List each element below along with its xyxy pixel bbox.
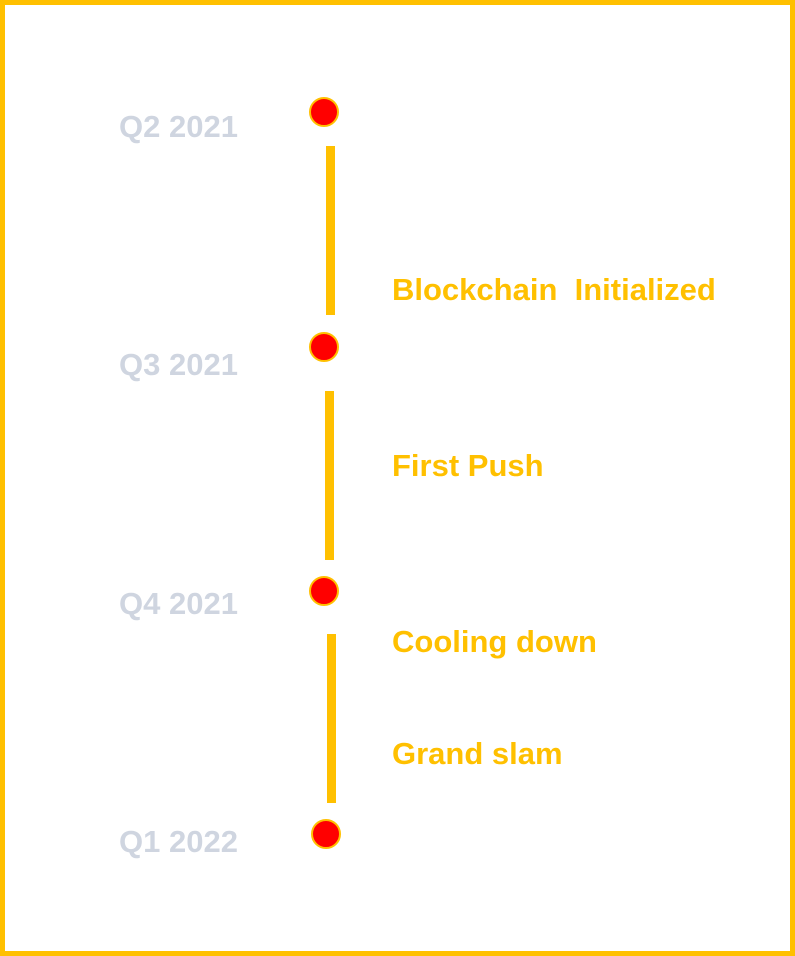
- milestone-first-push: First Push: [392, 448, 544, 483]
- milestone-grand-slam: Grand slam: [392, 736, 563, 771]
- timeline-segment: [327, 634, 336, 803]
- timeline-dot-q1-2022: [311, 819, 341, 849]
- timeline-dot-q2-2021: [309, 97, 339, 127]
- quarter-label-q2-2021: Q2 2021: [119, 109, 238, 144]
- timeline-segment: [325, 391, 334, 560]
- quarter-label-q4-2021: Q4 2021: [119, 586, 238, 621]
- timeline-dot-q3-2021: [309, 332, 339, 362]
- quarter-label-q1-2022: Q1 2022: [119, 824, 238, 859]
- timeline-segment: [326, 146, 335, 315]
- milestone-blockchain-initialized: Blockchain Initialized: [392, 272, 716, 307]
- timeline-dot-q4-2021: [309, 576, 339, 606]
- quarter-label-q3-2021: Q3 2021: [119, 347, 238, 382]
- milestone-cooling-down: Cooling down: [392, 624, 597, 659]
